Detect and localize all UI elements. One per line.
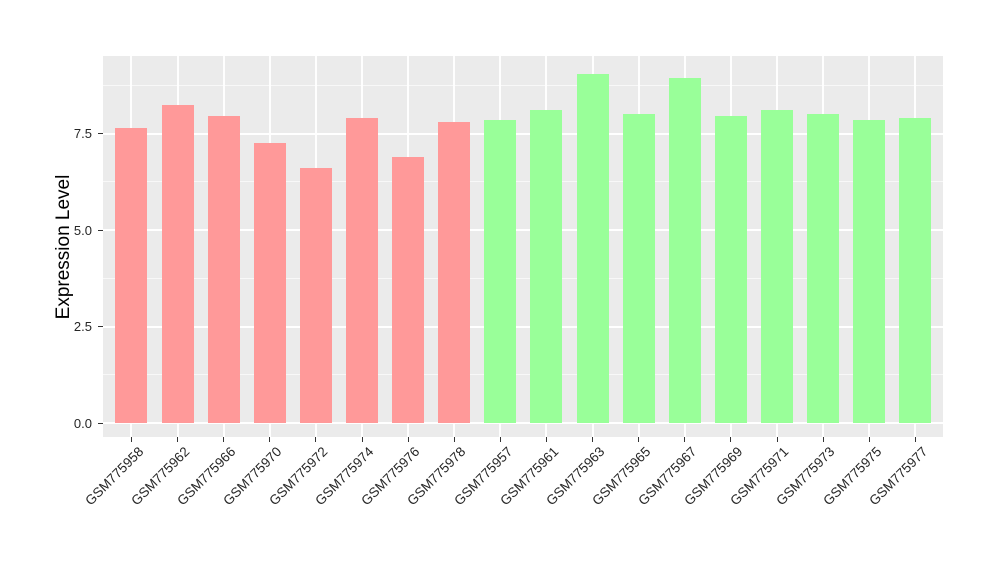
major-gridline bbox=[103, 132, 943, 135]
bar bbox=[207, 116, 240, 423]
bar bbox=[761, 110, 794, 423]
y-tick-label: 2.5 bbox=[73, 319, 92, 334]
y-tick-label: 5.0 bbox=[73, 222, 92, 238]
y-axis-title: Expression Level bbox=[53, 174, 74, 320]
minor-gridline bbox=[103, 84, 943, 86]
x-tick-mark bbox=[730, 437, 732, 442]
major-gridline bbox=[103, 422, 943, 424]
minor-gridline bbox=[103, 277, 943, 279]
bar bbox=[853, 120, 886, 423]
y-tick-mark bbox=[98, 133, 103, 134]
major-gridline bbox=[103, 229, 943, 231]
bar bbox=[714, 116, 747, 423]
bar bbox=[392, 156, 425, 423]
bar bbox=[438, 121, 471, 423]
x-tick-mark bbox=[407, 437, 409, 442]
y-tick-mark bbox=[98, 326, 103, 327]
bar bbox=[161, 104, 194, 423]
bar bbox=[253, 143, 286, 423]
x-tick-mark bbox=[269, 437, 271, 442]
y-tick-mark bbox=[98, 422, 103, 424]
bar bbox=[668, 77, 701, 423]
bar bbox=[484, 120, 517, 423]
x-tick-mark bbox=[453, 437, 455, 442]
x-tick-mark bbox=[315, 437, 317, 442]
x-tick-mark bbox=[223, 437, 225, 442]
x-tick-mark bbox=[914, 437, 916, 442]
bar bbox=[576, 73, 609, 423]
x-tick-mark bbox=[684, 437, 686, 442]
y-tick-label: 0.0 bbox=[73, 415, 92, 431]
x-tick-mark bbox=[776, 437, 778, 442]
bar bbox=[115, 127, 148, 423]
bar bbox=[899, 118, 932, 423]
x-tick-mark bbox=[130, 437, 132, 442]
major-gridline bbox=[103, 325, 943, 328]
minor-gridline bbox=[103, 374, 943, 376]
x-tick-mark bbox=[545, 437, 547, 442]
x-tick-mark bbox=[499, 437, 501, 442]
x-tick-mark bbox=[361, 437, 363, 442]
bar bbox=[530, 110, 563, 423]
x-tick-mark bbox=[868, 437, 870, 442]
y-tick-mark bbox=[98, 229, 103, 231]
y-tick-label: 7.5 bbox=[73, 126, 92, 141]
x-tick-mark bbox=[592, 437, 594, 442]
x-tick-mark bbox=[638, 437, 640, 442]
bar bbox=[622, 114, 655, 423]
bar bbox=[299, 168, 332, 423]
minor-gridline bbox=[103, 181, 943, 183]
x-tick-mark bbox=[822, 437, 824, 442]
bar bbox=[807, 114, 840, 423]
plot-panel bbox=[103, 56, 943, 437]
x-tick-mark bbox=[177, 437, 179, 442]
bar bbox=[346, 118, 378, 423]
